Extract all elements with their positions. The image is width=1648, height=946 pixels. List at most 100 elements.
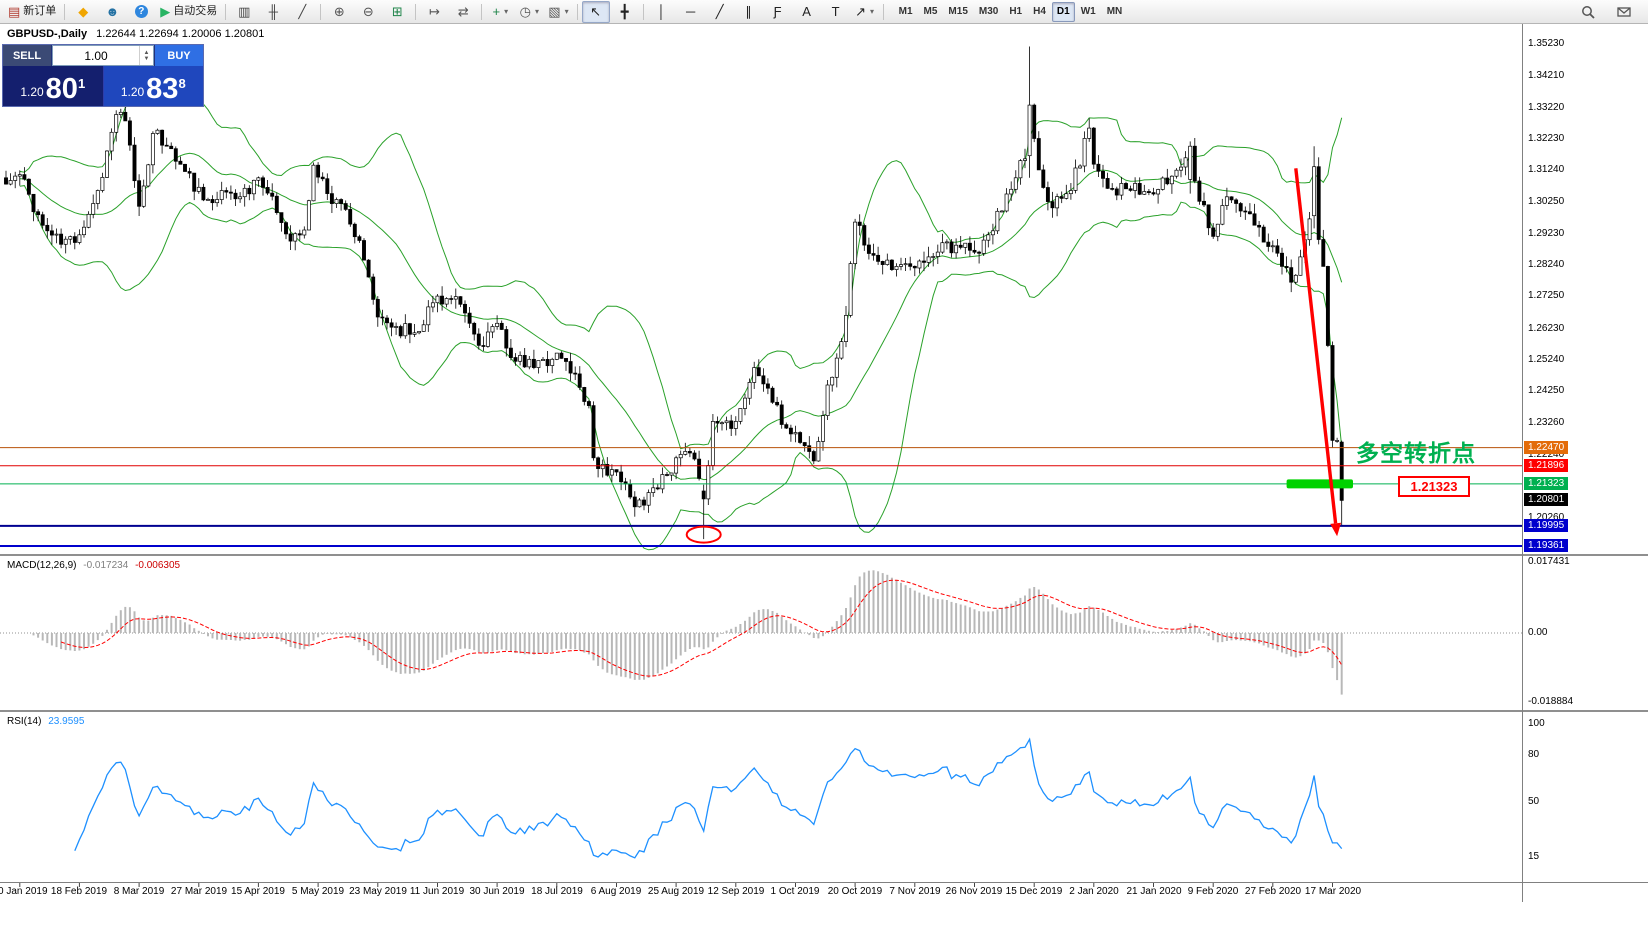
arrows-tool-button[interactable]: ↗ ▾ bbox=[851, 1, 879, 23]
price-axis-tick: 1.30250 bbox=[1528, 196, 1565, 207]
date-axis-label: 18 Feb 2019 bbox=[50, 886, 108, 897]
auto-trading-button[interactable]: ▶ 自动交易 bbox=[156, 1, 221, 23]
toolbar-separator bbox=[576, 3, 578, 20]
zoom-in-button[interactable]: ⊕ bbox=[325, 1, 353, 23]
red-trend-arrow[interactable] bbox=[1294, 168, 1338, 524]
cursor-tool-button[interactable]: ↖ bbox=[581, 0, 610, 23]
volume-stepper[interactable]: 1.00 ▲ ▼ bbox=[52, 45, 154, 66]
rsi-scale-label: 80 bbox=[1528, 749, 1540, 760]
timeframe-button-m5[interactable]: M5 bbox=[923, 6, 938, 17]
price-line-badge: 1.21896 bbox=[1524, 459, 1569, 472]
zoom-in-glyph: ⊕ bbox=[333, 4, 345, 19]
mql5-community-icon[interactable]: ◆ bbox=[69, 1, 97, 23]
rsi-indicator-label: RSI(14) 23.9595 bbox=[7, 716, 84, 727]
horizontal-line-tool-glyph: ─ bbox=[686, 4, 696, 19]
volume-spin-buttons[interactable]: ▲ ▼ bbox=[139, 46, 153, 65]
turning-point-annotation[interactable]: 多空转折点 bbox=[1356, 440, 1476, 466]
chart-title: GBPUSD-,Daily 1.22644 1.22694 1.20006 1.… bbox=[7, 28, 264, 40]
toolbar-separator bbox=[642, 3, 644, 20]
main-toolbar: ▤ 新订单 ◆ ☻? ▶ 自动交易 ▥ ╫ ╱ ⊕ ⊖ ⊞ ↦ ⇄ + ▾ ◷ ▾ ▧ ▾ ↖ ╋ │ ─ ╱ ∥ Ƒ A T ↗ ▾ M1… bbox=[0, 0, 1648, 24]
bollinger-upper-band bbox=[19, 89, 1343, 450]
period-dropdown-glyph: ◷ bbox=[519, 4, 531, 19]
date-axis-label: 12 Sep 2019 bbox=[707, 886, 765, 897]
bar-chart-button[interactable]: ▥ bbox=[230, 1, 258, 23]
macd-value-signal: -0.006305 bbox=[135, 560, 181, 571]
auto-trading-glyph: ▶ bbox=[160, 4, 171, 19]
label-tool-glyph: T bbox=[831, 4, 840, 19]
buy-button[interactable]: BUY bbox=[154, 45, 203, 66]
label-tool-button[interactable]: T bbox=[822, 1, 850, 23]
one-click-trading-panel: SELL 1.00 ▲ ▼ BUY 1.20 80 1 1.20 83 8 bbox=[2, 44, 204, 107]
toolbar-right-icons bbox=[1574, 1, 1644, 23]
date-axis-label: 8 Mar 2019 bbox=[113, 886, 165, 897]
timeframe-button-mn[interactable]: MN bbox=[1106, 6, 1123, 17]
sell-price-button[interactable]: 1.20 80 1 bbox=[3, 66, 104, 106]
line-chart-button[interactable]: ╱ bbox=[288, 1, 316, 23]
vertical-line-tool-button[interactable]: │ bbox=[648, 1, 676, 23]
bollinger-lower-band bbox=[19, 185, 1343, 551]
price-axis-tick: 1.24250 bbox=[1528, 385, 1565, 396]
rsi-panel-splitter[interactable] bbox=[0, 710, 1648, 712]
timeframe-button-m30[interactable]: M30 bbox=[978, 6, 999, 17]
date-axis-label: 20 Oct 2019 bbox=[827, 886, 883, 897]
auto-scroll-button[interactable]: ⇄ bbox=[449, 1, 477, 23]
red-circle-annotation[interactable] bbox=[685, 525, 722, 544]
timeframe-button-m15[interactable]: M15 bbox=[948, 6, 968, 17]
fibonacci-tool-button[interactable]: Ƒ bbox=[764, 1, 792, 23]
timeframe-button-w1[interactable]: W1 bbox=[1080, 6, 1096, 17]
date-axis-label: 2 Jan 2020 bbox=[1069, 886, 1119, 897]
auto-trading-button-label: 自动交易 bbox=[173, 5, 218, 17]
sell-button[interactable]: SELL bbox=[3, 45, 52, 66]
price-line-badge: 1.19995 bbox=[1524, 519, 1569, 532]
macd-value-main: -0.017234 bbox=[83, 560, 129, 571]
macd-panel-splitter[interactable] bbox=[0, 554, 1648, 556]
timeframe-button-h1[interactable]: H1 bbox=[1009, 6, 1023, 17]
macd-signal-line bbox=[60, 579, 1343, 677]
candlestick-chart-button[interactable]: ╫ bbox=[259, 1, 287, 23]
mail-icon[interactable] bbox=[1610, 1, 1638, 23]
add-indicator-button[interactable]: + ▾ bbox=[486, 1, 514, 23]
timeframe-button-m1[interactable]: M1 bbox=[898, 6, 913, 17]
vertical-line-tool-glyph: │ bbox=[657, 4, 666, 19]
search-icon[interactable] bbox=[1574, 1, 1602, 23]
zoom-out-button[interactable]: ⊖ bbox=[354, 1, 382, 23]
timeframe-bar: M1 M5 M15 M30 H1 H4 D1 W1 MN bbox=[894, 1, 1128, 22]
crosshair-tool-glyph: ╋ bbox=[620, 4, 629, 19]
new-order-button[interactable]: ▤ 新订单 bbox=[4, 1, 60, 23]
macd-title: MACD(12,26,9) bbox=[7, 560, 77, 571]
price-callout-box[interactable]: 1.21323 bbox=[1398, 476, 1470, 497]
date-axis-label: 5 May 2019 bbox=[291, 886, 345, 897]
sell-price-big: 80 bbox=[45, 72, 78, 105]
date-axis-label: 17 Mar 2020 bbox=[1304, 886, 1362, 897]
timeframe-button-h4[interactable]: H4 bbox=[1033, 6, 1046, 17]
mql5-community-icon-glyph: ◆ bbox=[78, 4, 89, 19]
macd-scale-label: 0.00 bbox=[1528, 627, 1548, 638]
buy-price-button[interactable]: 1.20 83 8 bbox=[103, 66, 203, 106]
date-axis-label: 30 Jan 2019 bbox=[0, 886, 48, 897]
help-icon[interactable]: ? bbox=[127, 1, 155, 23]
date-axis-label: 21 Jan 2020 bbox=[1126, 886, 1182, 897]
chart-shift-button[interactable]: ↦ bbox=[420, 1, 448, 23]
volume-value[interactable]: 1.00 bbox=[84, 48, 108, 63]
channel-tool-button[interactable]: ∥ bbox=[735, 1, 763, 23]
period-dropdown-button[interactable]: ◷ ▾ bbox=[515, 1, 543, 23]
date-axis-label: 6 Aug 2019 bbox=[590, 886, 642, 897]
price-line-badge: 1.21323 bbox=[1524, 477, 1569, 490]
price-axis-tick: 1.23260 bbox=[1528, 417, 1565, 428]
zoom-out-glyph: ⊖ bbox=[362, 4, 374, 19]
timeframe-button-d1[interactable]: D1 bbox=[1051, 1, 1075, 22]
candlestick-chart-glyph: ╫ bbox=[268, 4, 278, 19]
date-axis-label: 25 Aug 2019 bbox=[647, 886, 705, 897]
horizontal-line-tool-button[interactable]: ─ bbox=[677, 1, 705, 23]
template-dropdown-button[interactable]: ▧ ▾ bbox=[544, 1, 572, 23]
user-profile-icon[interactable]: ☻ bbox=[98, 1, 126, 23]
toolbar-separator bbox=[64, 3, 66, 20]
tile-windows-button[interactable]: ⊞ bbox=[383, 1, 411, 23]
date-axis-border bbox=[0, 882, 1648, 883]
sell-price-small: 1.20 bbox=[20, 85, 44, 99]
text-tool-button[interactable]: A bbox=[793, 1, 821, 23]
crosshair-tool-button[interactable]: ╋ bbox=[611, 1, 639, 23]
green-support-band[interactable] bbox=[1286, 479, 1353, 489]
trendline-tool-button[interactable]: ╱ bbox=[706, 1, 734, 23]
